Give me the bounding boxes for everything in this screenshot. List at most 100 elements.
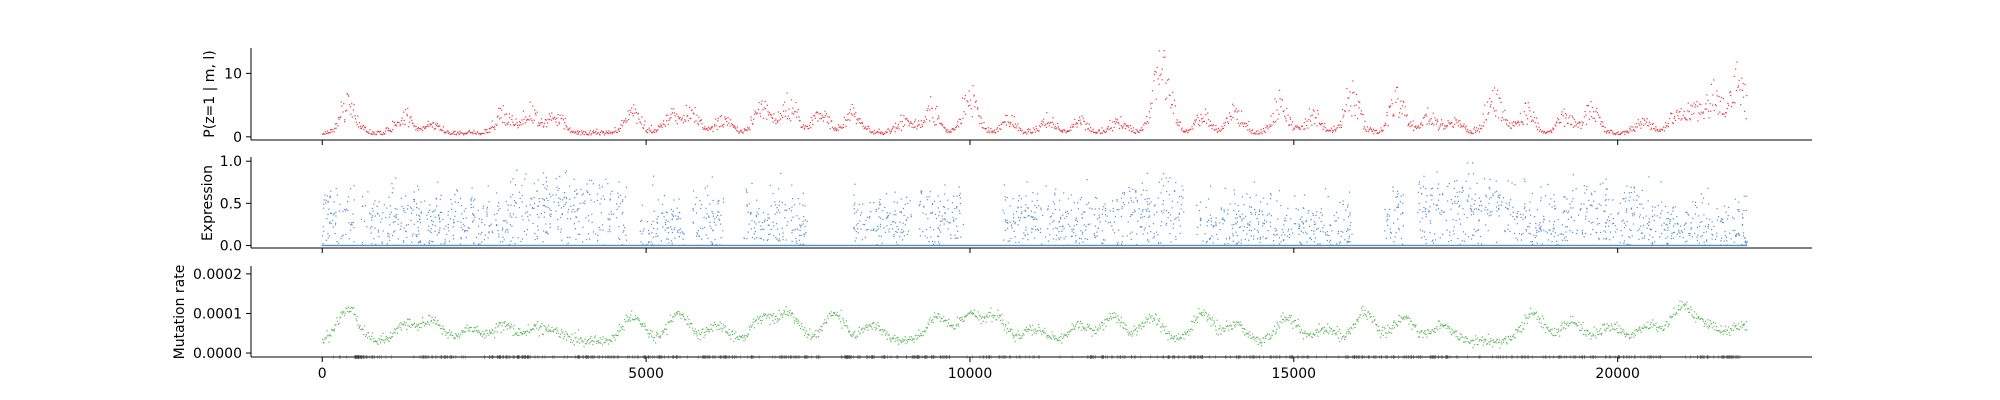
expression-point xyxy=(457,244,459,247)
expression-point xyxy=(1046,244,1048,247)
probability-point xyxy=(336,123,338,125)
expression-point xyxy=(352,213,354,215)
expression-point xyxy=(1495,244,1498,247)
probability-point xyxy=(1419,127,1421,129)
expression-point xyxy=(447,244,449,247)
probability-point xyxy=(1120,124,1122,127)
expression-point xyxy=(649,244,651,247)
probability-point xyxy=(913,121,916,123)
expression-point xyxy=(1634,244,1636,247)
expression-point xyxy=(369,227,372,229)
expression-point xyxy=(477,243,479,245)
expression-point xyxy=(1363,244,1366,247)
probability-point xyxy=(788,108,790,110)
expression-point xyxy=(1133,244,1135,247)
probability-point xyxy=(1388,105,1390,107)
expression-point xyxy=(1622,244,1625,247)
expression-point xyxy=(322,226,324,228)
probability-point xyxy=(445,132,447,134)
expression-point xyxy=(1365,244,1367,247)
expression-point xyxy=(1347,244,1349,247)
expression-point xyxy=(512,236,514,238)
probability-point xyxy=(1304,118,1307,120)
probability-point xyxy=(1155,71,1157,73)
expression-point xyxy=(1212,244,1214,247)
expression-point xyxy=(1147,244,1149,247)
probability-point xyxy=(1099,132,1101,134)
probability-point xyxy=(779,112,781,115)
probability-point xyxy=(628,118,630,121)
expression-point xyxy=(980,244,982,247)
expression-point xyxy=(661,244,663,247)
expression-point xyxy=(671,242,673,245)
expression-point xyxy=(1089,244,1092,247)
expression-point xyxy=(438,217,440,219)
probability-point xyxy=(949,131,951,133)
expression-point xyxy=(672,244,674,247)
probability-point xyxy=(1597,114,1599,116)
probability-point xyxy=(562,119,565,121)
expression-point xyxy=(656,244,658,247)
probability-point xyxy=(1024,132,1026,134)
expression-point xyxy=(650,223,653,226)
expression-point xyxy=(681,244,683,247)
probability-point xyxy=(831,126,833,128)
expression-point xyxy=(345,210,347,212)
expression-point xyxy=(1738,244,1740,247)
probability-point xyxy=(1340,124,1342,126)
expression-point xyxy=(1283,244,1285,247)
expression-point xyxy=(666,238,668,240)
expression-point xyxy=(529,204,531,206)
expression-point xyxy=(1519,244,1521,247)
expression-point xyxy=(579,233,581,235)
probability-point xyxy=(1341,109,1344,111)
expression-point xyxy=(497,205,499,207)
expression-point xyxy=(504,244,506,247)
probability-point xyxy=(1395,101,1397,104)
expression-point xyxy=(553,201,555,203)
expression-point xyxy=(585,217,587,219)
probability-point xyxy=(745,129,748,131)
expression-point xyxy=(424,200,426,202)
expression-point xyxy=(611,190,613,193)
expression-point xyxy=(1486,244,1488,247)
probability-point xyxy=(1517,120,1519,122)
expression-point xyxy=(1733,244,1735,247)
probability-point xyxy=(1057,122,1059,125)
probability-point xyxy=(918,120,920,122)
probability-point xyxy=(1413,129,1415,131)
expression-point xyxy=(342,210,344,213)
expression-point xyxy=(521,244,523,247)
probability-point xyxy=(583,134,585,136)
expression-point xyxy=(388,196,390,198)
expression-point xyxy=(1286,244,1288,247)
expression-point xyxy=(348,244,350,247)
expression-point xyxy=(1121,244,1123,247)
expression-point xyxy=(803,244,805,247)
expression-point xyxy=(761,228,763,230)
probability-point xyxy=(489,128,491,130)
expression-point xyxy=(436,244,438,247)
expression-point xyxy=(1600,244,1603,247)
expression-point xyxy=(572,244,575,247)
expression-point xyxy=(335,187,337,190)
expression-point xyxy=(1544,244,1546,247)
expression-point xyxy=(706,213,708,215)
expression-point xyxy=(529,244,531,247)
probability-point xyxy=(1284,115,1286,117)
expression-point xyxy=(370,232,372,234)
expression-point xyxy=(540,213,542,215)
expression-point xyxy=(1067,244,1069,247)
probability-point xyxy=(790,120,792,122)
probability-point xyxy=(899,121,901,123)
probability-point xyxy=(885,130,887,133)
expression-point xyxy=(889,244,891,247)
probability-point xyxy=(1596,111,1598,114)
expression-point xyxy=(1231,244,1233,247)
probability-point xyxy=(1529,110,1531,112)
probability-point xyxy=(720,125,722,127)
expression-point xyxy=(1407,244,1410,247)
expression-point xyxy=(437,244,439,247)
expression-point xyxy=(819,244,821,247)
probability-point xyxy=(417,127,419,129)
